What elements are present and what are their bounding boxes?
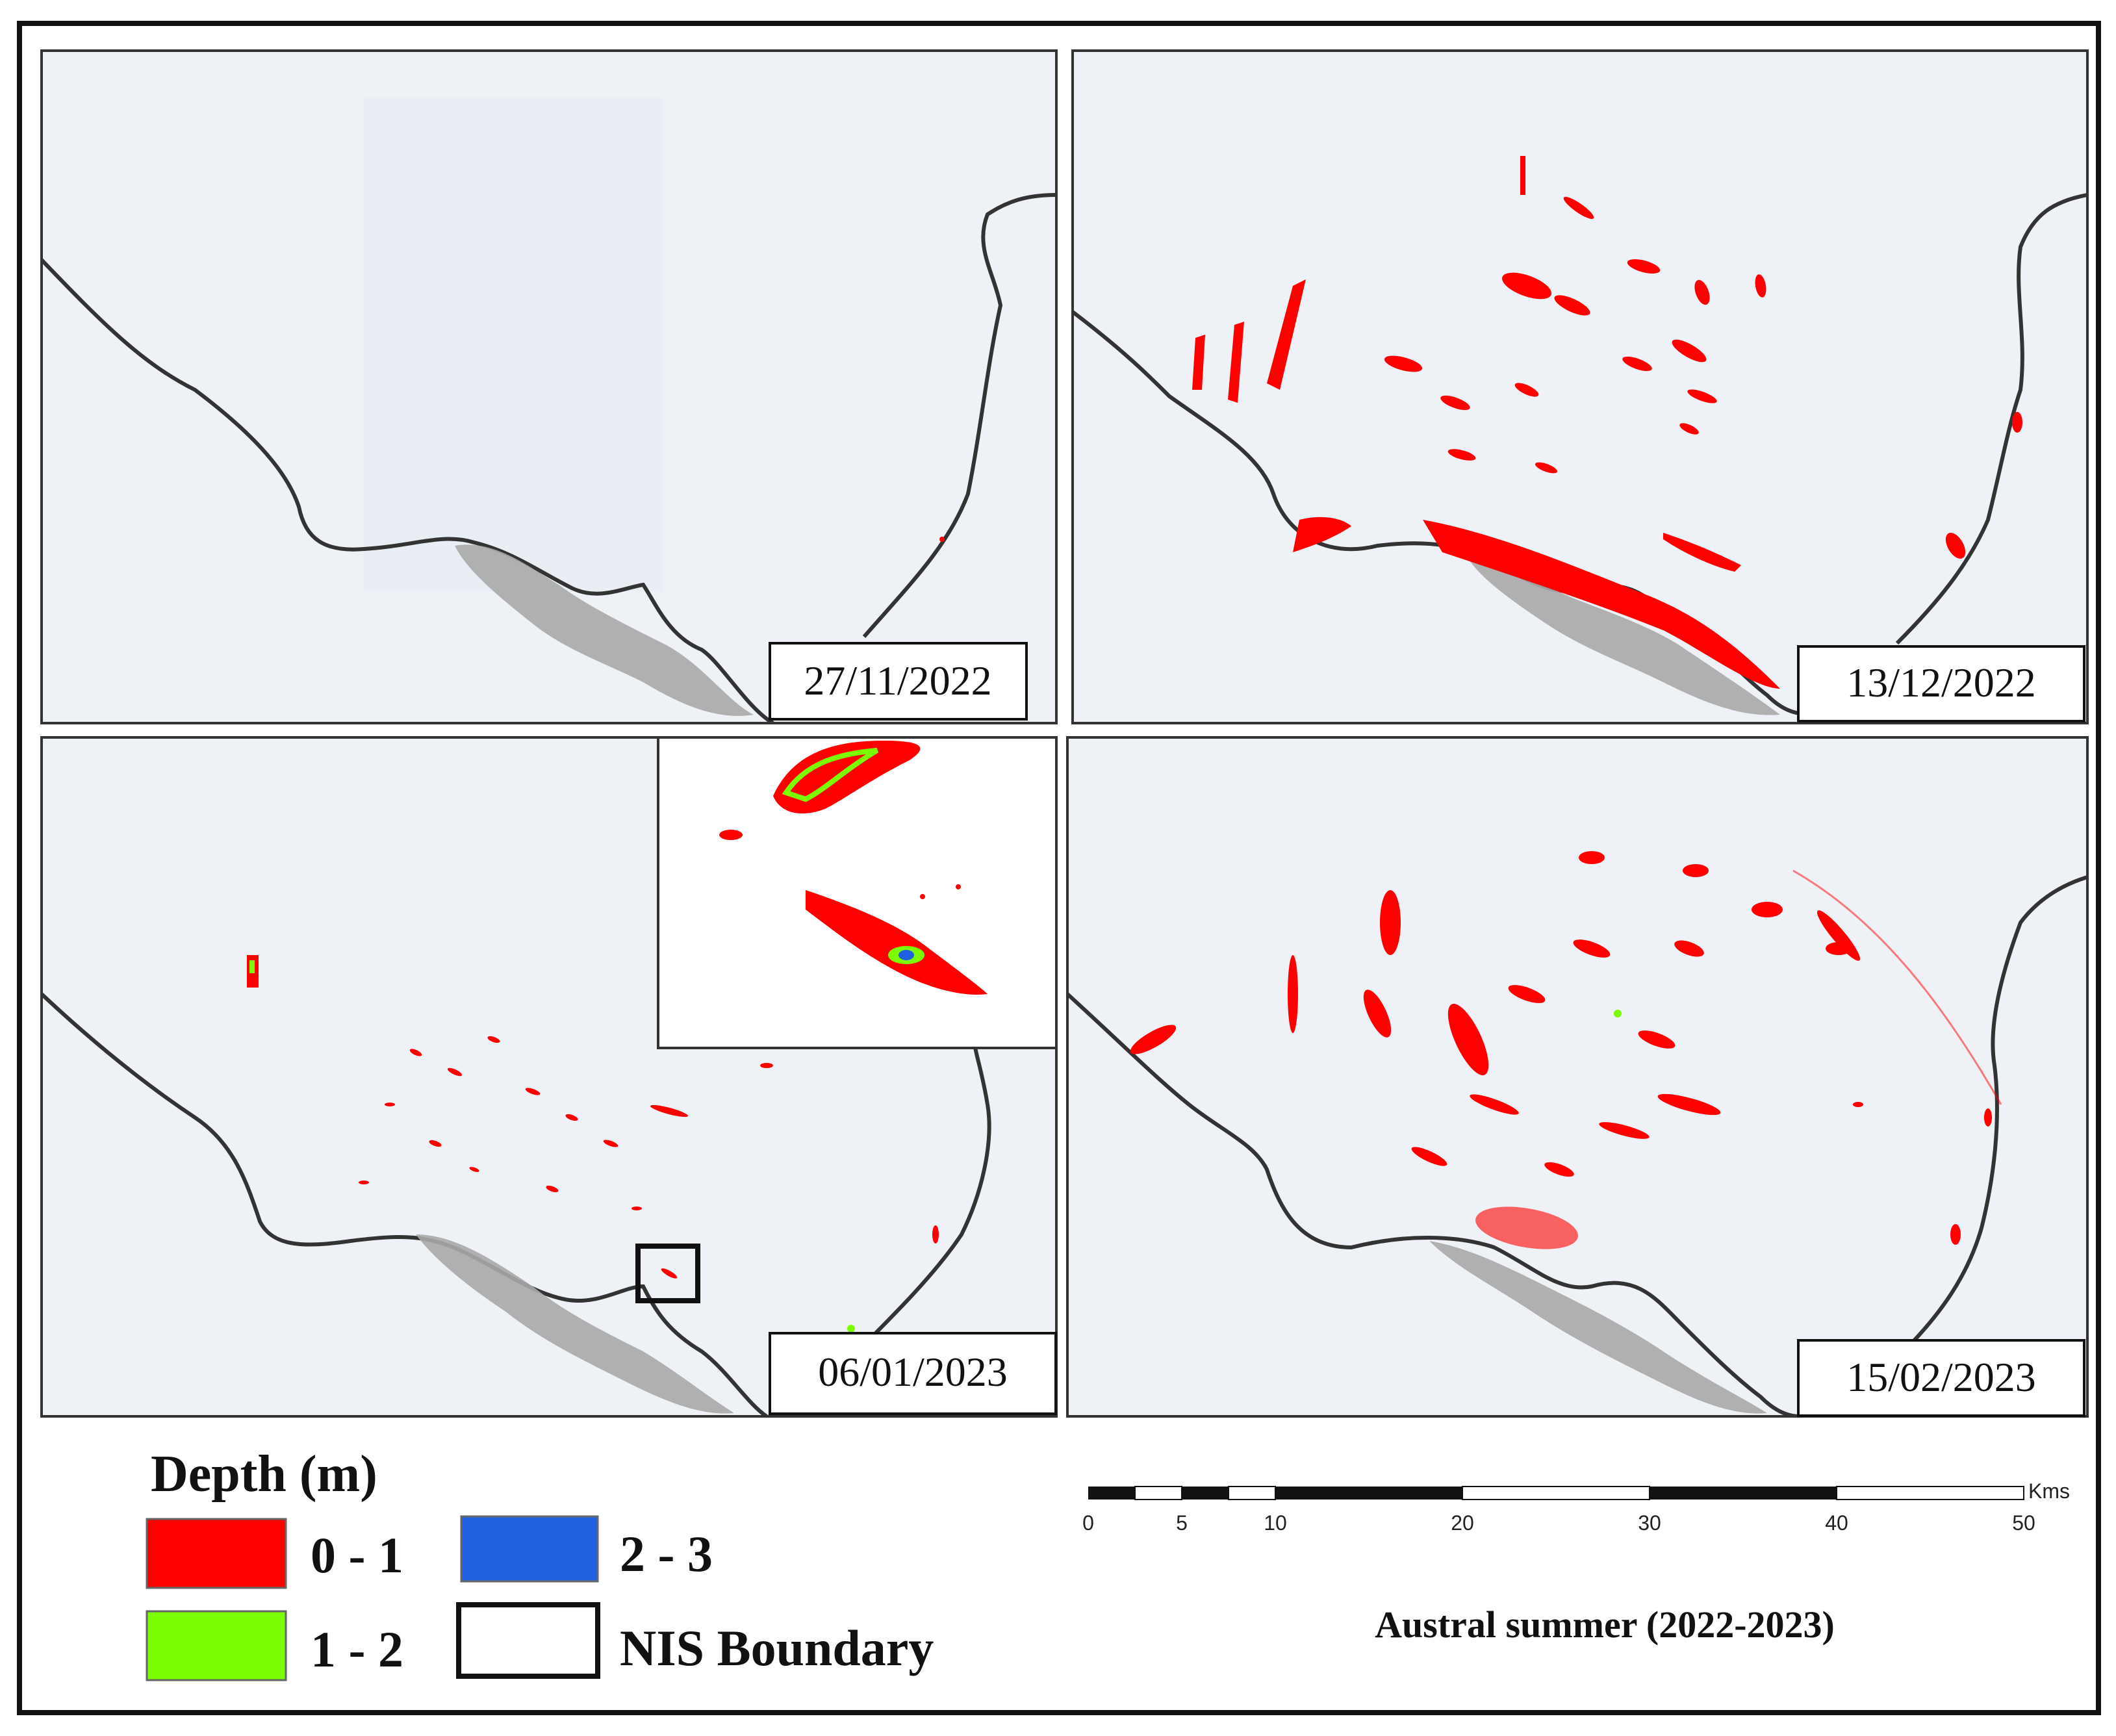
inset-zoom xyxy=(657,736,1058,1049)
scale-tick-label: 0 xyxy=(1082,1511,1094,1535)
date-label: 27/11/2022 xyxy=(804,657,991,704)
rock-outcrop xyxy=(1468,559,1780,715)
legend-title: Depth (m) xyxy=(151,1446,377,1503)
rock-outcrop xyxy=(1429,1241,1767,1414)
nis-boundary xyxy=(1067,992,1800,1416)
nis-boundary xyxy=(42,258,774,723)
scale-tick-label: 30 xyxy=(1638,1511,1661,1535)
legend-label: NIS Boundary xyxy=(620,1620,934,1676)
legend-swatch-green xyxy=(146,1610,287,1681)
scale-tick-label: 40 xyxy=(1825,1511,1848,1535)
zoom-marker xyxy=(635,1244,700,1303)
map-panel-1: 27/11/2022 xyxy=(40,49,1058,724)
legend-swatch-blue xyxy=(460,1515,599,1583)
date-box xyxy=(769,642,1028,721)
nis-boundary xyxy=(843,1039,991,1366)
ice-texture xyxy=(364,97,663,591)
legend-label: 2 - 3 xyxy=(620,1525,713,1582)
melt-ponds xyxy=(247,955,939,1333)
nis-boundary xyxy=(1895,193,2087,645)
map-panel-2: 13/12/2022 xyxy=(1071,49,2089,724)
scale-unit: Kms xyxy=(2028,1479,2070,1503)
scale-tick-label: 10 xyxy=(1264,1511,1287,1535)
nis-boundary xyxy=(1902,875,2087,1353)
legend: Depth (m) 0 - 1 1 - 2 2 - 3 NIS Boundary xyxy=(146,1446,934,1681)
date-label: 13/12/2022 xyxy=(1846,659,2036,706)
melt-ponds xyxy=(1192,156,2022,689)
date-box xyxy=(769,1332,1057,1415)
scale-tick-label: 5 xyxy=(1176,1511,1188,1535)
nis-boundary xyxy=(862,193,1056,638)
scale-bar: 0 5 10 20 30 40 50 Kms xyxy=(1082,1479,2070,1535)
map-panel-3: 06/01/2023 xyxy=(40,736,1058,1418)
figure-caption: Austral summer (2022-2023) xyxy=(1375,1603,1835,1646)
scale-tick-label: 50 xyxy=(2012,1511,2035,1535)
rock-outcrop xyxy=(416,1234,734,1414)
legend-swatch-red xyxy=(146,1518,287,1589)
date-label: 06/01/2023 xyxy=(818,1349,1008,1395)
map-panel-4: 15/02/2023 xyxy=(1066,736,2089,1418)
legend-swatch-boundary xyxy=(456,1602,600,1679)
date-label: 15/02/2023 xyxy=(1846,1354,2036,1400)
scale-tick-label: 20 xyxy=(1451,1511,1474,1535)
rock-outcrop xyxy=(455,544,754,716)
melt-ponds xyxy=(1130,851,2002,1249)
date-box xyxy=(1797,645,2085,722)
legend-label: 1 - 2 xyxy=(311,1621,403,1678)
legend-label: 0 - 1 xyxy=(311,1527,403,1583)
date-box xyxy=(1797,1339,2085,1417)
